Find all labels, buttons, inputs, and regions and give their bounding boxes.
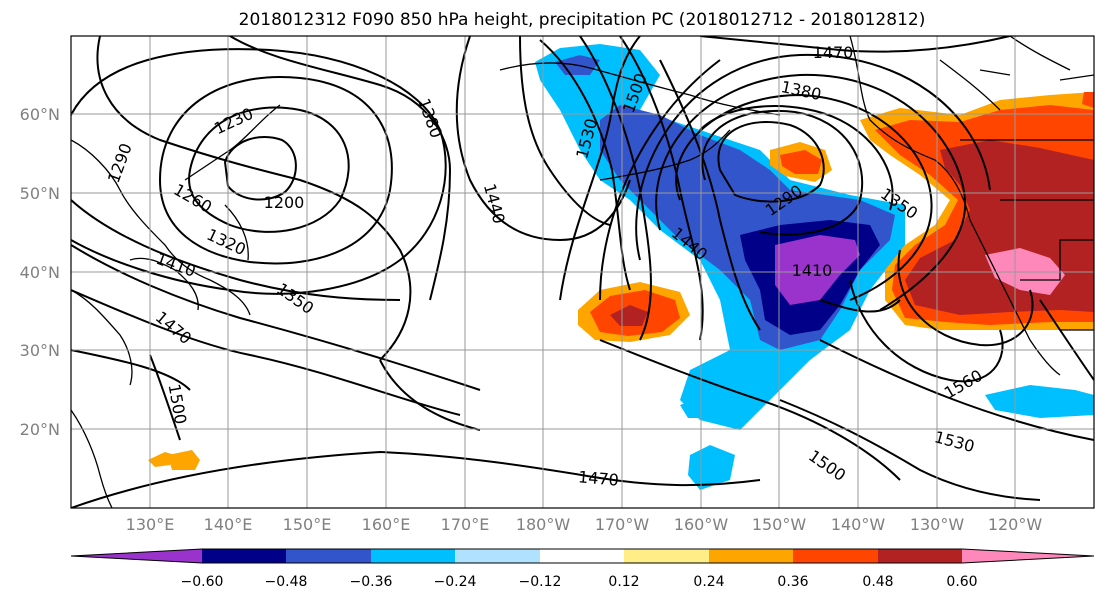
contour-label: 1410	[792, 261, 833, 280]
lat-label: 20°N	[20, 420, 60, 439]
lon-label: 170°E	[441, 515, 490, 534]
map-area: 1470 1380 1500 1530 1230 1290 1260 1200 …	[71, 36, 1094, 508]
map-frame	[70, 35, 1095, 509]
colorbar-ticks: −0.60 −0.48 −0.36 −0.24 −0.12 0.12 0.24 …	[181, 574, 978, 590]
grid-lines	[71, 36, 1094, 508]
colorbar-swatch	[962, 549, 1094, 563]
precip-positive-shading	[148, 92, 1094, 470]
colorbar-swatch	[878, 549, 962, 563]
colorbar-swatch	[709, 549, 793, 563]
lon-label: 130°E	[126, 515, 175, 534]
colorbar-outline	[70, 548, 1095, 564]
colorbar-tick-label: −0.48	[265, 574, 308, 590]
lon-label: 140°E	[204, 515, 253, 534]
lon-label: 120°W	[988, 515, 1043, 534]
lat-label: 30°N	[20, 341, 60, 360]
latitude-labels: 60°N 50°N 40°N 30°N 20°N	[20, 105, 60, 439]
colorbar-swatch	[286, 549, 371, 563]
colorbar-tick-label: −0.12	[519, 574, 562, 590]
colorbar-tick-label: 0.12	[608, 574, 639, 590]
contour-label: 1200	[264, 193, 305, 212]
height-contours	[71, 36, 1094, 508]
colorbar-swatch	[71, 549, 202, 563]
lon-label: 160°W	[674, 515, 729, 534]
lon-label: 170°W	[595, 515, 650, 534]
lon-label: 140°W	[831, 515, 886, 534]
colorbar: −0.60 −0.48 −0.36 −0.24 −0.12 0.12 0.24 …	[70, 548, 1095, 590]
colorbar-tick-label: 0.60	[946, 574, 977, 590]
lat-label: 50°N	[20, 184, 60, 203]
colorbar-tick-label: −0.24	[434, 574, 477, 590]
lon-label: 130°W	[910, 515, 965, 534]
lat-label: 60°N	[20, 105, 60, 124]
lon-label: 150°E	[283, 515, 332, 534]
coastlines	[71, 36, 1094, 508]
longitude-labels: 130°E 140°E 150°E 160°E 170°E 180°W 170°…	[126, 515, 1043, 534]
figure-title: 2018012312 F090 850 hPa height, precipit…	[239, 10, 926, 30]
lat-label: 40°N	[20, 263, 60, 282]
colorbar-swatch	[540, 549, 624, 563]
colorbar-tick-label: −0.60	[181, 574, 224, 590]
colorbar-swatch	[793, 549, 878, 563]
colorbar-swatch	[624, 549, 709, 563]
colorbar-swatches	[70, 548, 1095, 564]
colorbar-swatch	[202, 549, 286, 563]
lon-label: 150°W	[752, 515, 807, 534]
colorbar-tick-label: 0.36	[777, 574, 808, 590]
colorbar-tick-label: 0.48	[862, 574, 893, 590]
colorbar-tick-label: 0.24	[693, 574, 724, 590]
contour-label: 1470	[813, 43, 854, 62]
colorbar-swatch	[455, 549, 540, 563]
colorbar-swatch	[371, 549, 455, 563]
colorbar-tick-label: −0.36	[350, 574, 393, 590]
lon-label: 160°E	[362, 515, 411, 534]
lon-label: 180°W	[516, 515, 571, 534]
contour-label: 1470	[577, 467, 619, 489]
